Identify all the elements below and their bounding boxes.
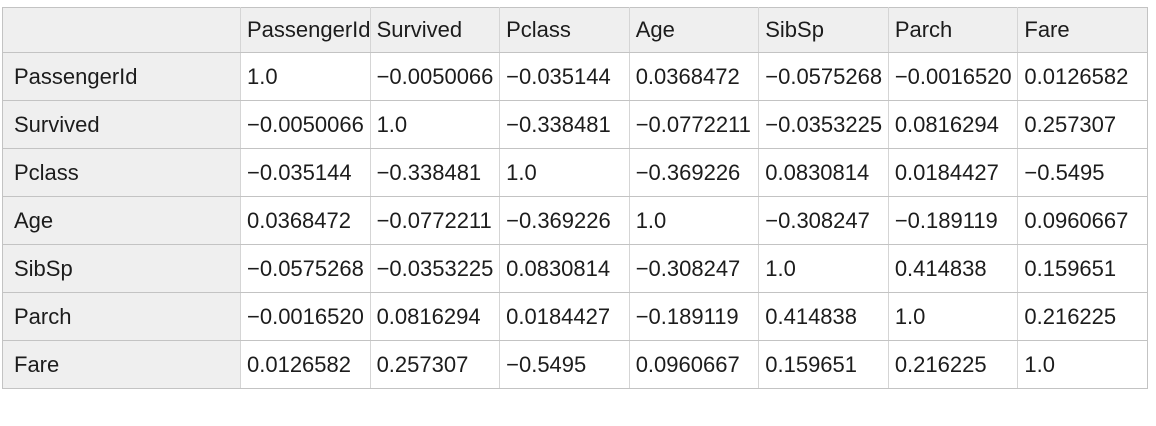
cell-pclass-parch: 0.0184427 [887,148,1019,197]
cell-passengerid-survived: −0.0050066 [369,52,501,101]
cell-sibsp-survived: −0.0353225 [369,244,501,293]
cell-pclass-fare: −0.5495 [1017,148,1148,197]
table-body: PassengerId 1.0 −0.0050066 −0.035144 0.03684… [2,52,1148,389]
column-header-survived: Survived [369,7,501,53]
column-header-fare: Fare [1017,7,1148,53]
cell-sibsp-sibsp: 1.0 [758,244,889,293]
row-header-parch: Parch [2,292,241,341]
cell-age-survived: −0.0772211 [369,196,501,245]
column-header-parch: Parch [887,7,1019,53]
cell-passengerid-parch: −0.0016520 [887,52,1019,101]
cell-fare-fare: 1.0 [1017,340,1148,389]
row-header-pclass: Pclass [2,148,241,197]
cell-parch-pclass: 0.0184427 [499,292,630,341]
cell-sibsp-fare: 0.159651 [1017,244,1148,293]
cell-age-pclass: −0.369226 [499,196,630,245]
cell-survived-pclass: −0.338481 [499,100,630,149]
column-header-passengerid: PassengerId [240,7,371,53]
cell-age-parch: −0.189119 [887,196,1019,245]
cell-fare-sibsp: 0.159651 [758,340,889,389]
cell-pclass-age: −0.369226 [628,148,760,197]
cell-passengerid-age: 0.0368472 [628,52,760,101]
cell-sibsp-passengerid: −0.0575268 [240,244,371,293]
cell-fare-parch: 0.216225 [887,340,1019,389]
cell-passengerid-passengerid: 1.0 [240,52,371,101]
column-header-age: Age [628,7,760,53]
cell-fare-passengerid: 0.0126582 [240,340,371,389]
cell-sibsp-age: −0.308247 [628,244,760,293]
row-header-survived: Survived [2,100,241,149]
cell-age-sibsp: −0.308247 [758,196,889,245]
cell-parch-parch: 1.0 [887,292,1019,341]
cell-survived-parch: 0.0816294 [887,100,1019,149]
cell-survived-fare: 0.257307 [1017,100,1148,149]
column-header-pclass: Pclass [499,7,630,53]
cell-age-fare: 0.0960667 [1017,196,1148,245]
table-row-sibsp: SibSp −0.0575268 −0.0353225 0.0830814 −0.308… [2,244,1148,293]
cell-fare-age: 0.0960667 [628,340,760,389]
table-row-fare: Fare 0.0126582 0.257307 −0.5495 0.0960667 0.1… [2,340,1148,389]
row-header-sibsp: SibSp [2,244,241,293]
cell-pclass-sibsp: 0.0830814 [758,148,889,197]
header-row: PassengerId Survived Pclass Age SibSp Parch Fa… [2,7,1148,53]
row-header-fare: Fare [2,340,241,389]
correlation-table: PassengerId Survived Pclass Age SibSp Parch Fa… [2,7,1148,389]
cell-survived-passengerid: −0.0050066 [240,100,371,149]
column-header-sibsp: SibSp [758,7,889,53]
table-row-survived: Survived −0.0050066 1.0 −0.338481 −0.0772211… [2,100,1148,149]
table-row-age: Age 0.0368472 −0.0772211 −0.369226 1.0 −0.308… [2,196,1148,245]
table-row-pclass: Pclass −0.035144 −0.338481 1.0 −0.369226 0.08… [2,148,1148,197]
cell-fare-pclass: −0.5495 [499,340,630,389]
cell-parch-sibsp: 0.414838 [758,292,889,341]
cell-parch-passengerid: −0.0016520 [240,292,371,341]
cell-parch-fare: 0.216225 [1017,292,1148,341]
cell-sibsp-parch: 0.414838 [887,244,1019,293]
cell-pclass-passengerid: −0.035144 [240,148,371,197]
cell-survived-sibsp: −0.0353225 [758,100,889,149]
table-row-parch: Parch −0.0016520 0.0816294 0.0184427 −0.1891… [2,292,1148,341]
cell-fare-survived: 0.257307 [369,340,501,389]
cell-parch-age: −0.189119 [628,292,760,341]
corner-cell [2,7,241,53]
cell-parch-survived: 0.0816294 [369,292,501,341]
cell-pclass-survived: −0.338481 [369,148,501,197]
cell-age-age: 1.0 [628,196,760,245]
table-row-passengerid: PassengerId 1.0 −0.0050066 −0.035144 0.03684… [2,52,1148,101]
cell-passengerid-pclass: −0.035144 [499,52,630,101]
cell-survived-age: −0.0772211 [628,100,760,149]
cell-survived-survived: 1.0 [369,100,501,149]
row-header-passengerid: PassengerId [2,52,241,101]
row-header-age: Age [2,196,241,245]
cell-passengerid-sibsp: −0.0575268 [758,52,889,101]
cell-sibsp-pclass: 0.0830814 [499,244,630,293]
cell-age-passengerid: 0.0368472 [240,196,371,245]
cell-passengerid-fare: 0.0126582 [1017,52,1148,101]
cell-pclass-pclass: 1.0 [499,148,630,197]
